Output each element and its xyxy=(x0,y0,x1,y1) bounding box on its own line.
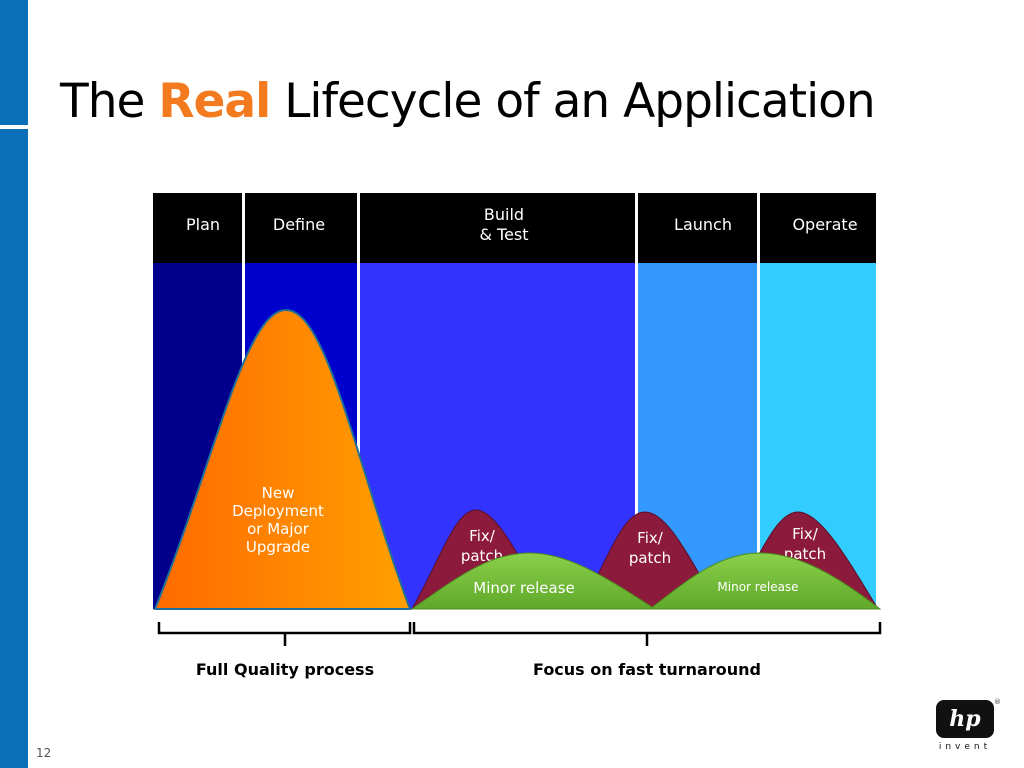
title-accent: Real xyxy=(158,74,271,129)
left-bar-notch xyxy=(0,125,28,129)
text-line: & Test xyxy=(479,225,528,244)
major-upgrade-curve xyxy=(153,308,412,610)
phase-label-define: Define xyxy=(273,215,325,234)
phase-header-plan xyxy=(153,193,242,263)
text-line: or Major xyxy=(247,520,310,538)
phase-label-build: Build & Test xyxy=(479,205,528,244)
text-line: Fix/ xyxy=(469,527,496,545)
text-line: patch xyxy=(629,549,671,567)
page-number: 12 xyxy=(36,746,52,760)
hp-logo-mark: hp xyxy=(936,700,994,738)
text-line: Upgrade xyxy=(246,538,310,556)
phase-label-operate: Operate xyxy=(792,215,857,234)
slide-title: The Real Lifecycle of an Application xyxy=(60,74,876,129)
text-line: Deployment xyxy=(232,502,324,520)
minor-release-label-2: Minor release xyxy=(717,580,798,594)
phase-header-operate xyxy=(760,193,876,263)
text-line: Build xyxy=(484,205,524,224)
major-upgrade-label: New Deployment or Major Upgrade xyxy=(232,484,324,556)
title-suffix: Lifecycle of an Application xyxy=(270,74,876,129)
phase-header-define xyxy=(245,193,357,263)
fix-patch-label-2: Fix/patch xyxy=(629,529,671,567)
registered-mark: ® xyxy=(994,698,1001,706)
phase-label-plan: Plan xyxy=(186,215,220,234)
text-line: New xyxy=(262,484,295,502)
text-line: Fix/ xyxy=(637,529,664,547)
minor-release-curve-1 xyxy=(410,552,657,610)
title-prefix: The xyxy=(60,74,159,129)
text-line: Fix/ xyxy=(792,525,819,543)
phase-label-launch: Launch xyxy=(674,215,732,234)
hp-logo-tagline: invent xyxy=(938,742,992,752)
bracket-label-full-quality: Full Quality process xyxy=(196,660,374,679)
bracket-fast-turnaround xyxy=(412,622,882,646)
minor-release-label-1: Minor release xyxy=(473,579,574,597)
phase-header-launch xyxy=(638,193,757,263)
hp-logo: hp ® invent xyxy=(934,698,1001,756)
minor-release-curve-2 xyxy=(648,552,882,610)
bracket-full-quality xyxy=(157,622,412,646)
phase-header-build xyxy=(360,193,635,263)
bracket-label-fast-turnaround: Focus on fast turnaround xyxy=(533,660,761,679)
